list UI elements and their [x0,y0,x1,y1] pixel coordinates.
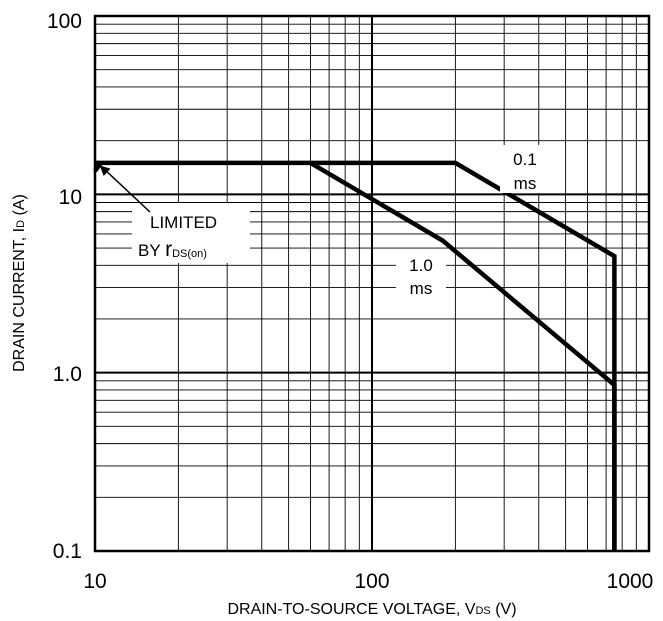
x-tick-labels: 10 100 1000 [83,570,653,593]
series-1-0ms-line [309,160,617,551]
x-tick-10: 10 [83,570,106,593]
x-axis-label: DRAIN-TO-SOURCE VOLTAGE, VDS (V) [227,601,516,618]
y-tick-labels: 0.1 1.0 10 100 [47,10,82,563]
curve-10-annotation: 1.0 ms [396,250,446,298]
y-tick-100: 100 [47,10,82,33]
limited-annotation: LIMITED BY rDS(on) [99,165,250,263]
limited-line2: BY rDS(on) [138,238,207,261]
y-tick-10: 10 [59,186,82,209]
x-tick-100: 100 [354,570,389,593]
rds-limit-segment [93,161,103,173]
y-axis-label: DRAIN CURRENT, ID (A) [11,194,28,372]
curve-01-line2: ms [514,174,537,193]
curve-10-line1: 1.0 [409,256,433,275]
limited-arrow [105,170,151,213]
limited-line1: LIMITED [150,213,217,232]
series-layer [93,160,617,551]
y-tick-0-1: 0.1 [53,540,82,563]
limited-label-bg [132,203,250,263]
y-tick-1-0: 1.0 [53,363,82,386]
plot-frame [93,14,651,553]
limited-arrow-head [99,165,111,177]
curve-10-label-bg [396,250,446,298]
curve-10-line2: ms [410,279,433,298]
curve-01-label-bg [500,145,550,193]
grid-lines [95,16,649,551]
x-tick-1000: 1000 [607,570,654,593]
curve-01-line1: 0.1 [513,150,537,169]
curve-01-annotation: 0.1 ms [500,145,550,193]
